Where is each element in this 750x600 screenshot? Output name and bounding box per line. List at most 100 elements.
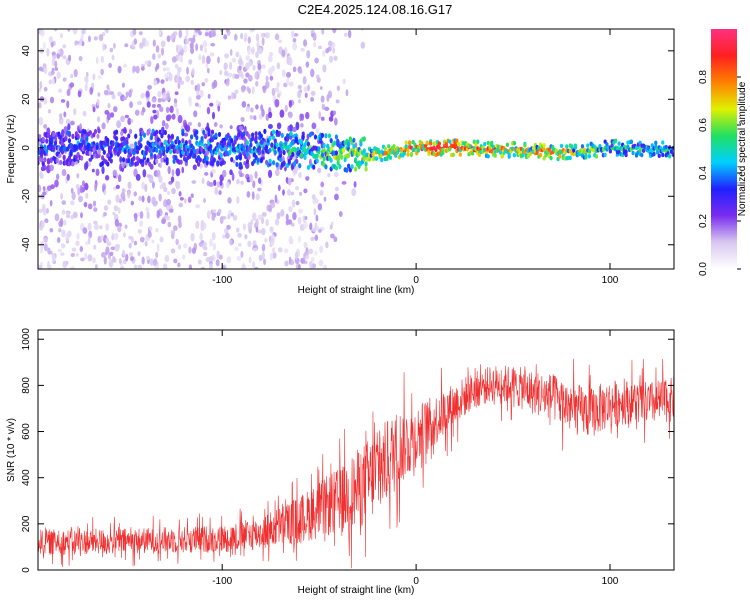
spectrogram-cell [320, 132, 325, 138]
spectrogram-cell [123, 128, 127, 134]
spectrogram-cell [42, 41, 46, 51]
spectrogram-y-label: Frequency (Hz) [6, 115, 17, 184]
spectrogram-cell [188, 264, 192, 269]
spectrogram-cell [252, 180, 256, 189]
spectrogram-cell [199, 232, 203, 242]
spectrogram-cell [85, 192, 89, 199]
spectrogram-cell [205, 160, 209, 166]
spectrogram-cell [301, 134, 305, 140]
spectrogram-cell [284, 104, 288, 113]
spectrogram-cell [392, 144, 396, 149]
spectrogram-cell [232, 159, 236, 164]
spectrogram-cell [181, 166, 185, 174]
spectrogram-cell [338, 164, 342, 170]
spectrogram-cell [129, 101, 133, 109]
spectrogram-y-tick-label: -40 [21, 237, 32, 252]
spectrogram-cell [175, 107, 179, 113]
spectrogram-cell [273, 149, 277, 155]
spectrogram-cell [308, 132, 312, 138]
spectrogram-cell [138, 195, 142, 202]
spectrogram-cell [285, 213, 289, 221]
spectrogram-cell [121, 249, 126, 257]
spectrogram-cell [448, 146, 452, 152]
spectrogram-cell [38, 117, 44, 126]
spectrogram-cell [255, 218, 259, 227]
spectrogram-cell [498, 150, 503, 155]
spectrogram-cell [38, 264, 43, 269]
spectrogram-cell [269, 24, 272, 28]
spectrogram-cell [568, 155, 572, 161]
spectrogram-cell [121, 188, 126, 193]
spectrogram-cell [347, 141, 351, 148]
spectrogram-cell [138, 31, 143, 36]
spectrogram-cell [158, 129, 162, 135]
spectrogram-cell [155, 227, 159, 233]
spectrogram-cell [60, 129, 65, 138]
spectrogram-cell [159, 162, 163, 169]
spectrogram-cell [312, 32, 317, 41]
spectrogram-cell [47, 264, 52, 269]
spectrogram-cell [107, 103, 111, 109]
spectrogram-cell [93, 244, 97, 250]
spectrogram-cell [231, 172, 235, 182]
spectrogram-cell [147, 230, 152, 238]
spectrogram-cell [98, 33, 104, 42]
spectrogram-cell [291, 126, 297, 133]
spectrogram-cell [164, 254, 170, 263]
spectrogram-cell [222, 234, 226, 239]
spectrogram-cell [333, 140, 337, 146]
spectrogram-cell [190, 193, 194, 198]
spectrogram-cell [246, 190, 251, 198]
spectrogram-cell [219, 69, 223, 75]
spectrogram-cell [157, 97, 162, 103]
spectrogram-cell [61, 200, 67, 205]
spectrogram-cell [235, 161, 239, 168]
spectrogram-cell [62, 77, 67, 82]
spectrogram-cell [322, 50, 326, 57]
spectrogram-cell [306, 164, 311, 171]
spectrogram-cell [130, 256, 134, 262]
spectrogram-cell [155, 45, 160, 53]
spectrogram-cell [204, 150, 210, 156]
spectrogram-cell [166, 215, 170, 221]
spectrogram-cell [53, 29, 58, 32]
spectrogram-cell [347, 29, 352, 39]
spectrogram-cell [329, 55, 334, 63]
spectrogram-cell [305, 61, 310, 68]
spectrogram-cell [288, 235, 293, 245]
spectrogram-cell [219, 29, 224, 33]
spectrogram-cell [109, 251, 114, 257]
spectrogram-cell [134, 215, 138, 222]
snr-panel: -100 0 100 0 200 400 600 800 1000 Height of str… [6, 328, 675, 596]
spectrogram-cell [197, 122, 201, 128]
spectrogram-y-tick-label: 40 [21, 45, 32, 57]
spectrogram-cell [54, 60, 58, 69]
spectrogram-cell [172, 225, 178, 231]
spectrogram-cell [80, 32, 84, 41]
spectrogram-cell [320, 116, 325, 121]
spectrogram-cell [608, 149, 613, 154]
spectrogram-cell [103, 205, 109, 211]
spectrogram-cell [114, 218, 119, 227]
spectrogram-cell [292, 37, 297, 43]
spectrogram-cell [56, 237, 61, 243]
spectrogram-cell [234, 73, 240, 79]
spectrogram-cell [261, 251, 265, 261]
spectrogram-cell [100, 234, 104, 241]
spectrogram-cell [118, 258, 122, 264]
spectrogram-cell [243, 78, 248, 84]
spectrogram-cell [113, 186, 117, 191]
spectrogram-cell [227, 197, 232, 204]
spectrogram-cell [634, 153, 639, 158]
spectrogram-cell [416, 148, 421, 153]
spectrogram-cell [66, 29, 71, 32]
spectrogram-cell [245, 162, 250, 169]
spectrogram-cell [237, 132, 241, 138]
spectrogram-cell [500, 153, 504, 158]
spectrogram-cell [127, 158, 131, 164]
spectrogram-cell [213, 79, 218, 88]
spectrogram-cell [40, 29, 45, 37]
spectrogram-cell [74, 144, 78, 150]
spectrogram-cell [39, 81, 43, 90]
spectrogram-cell [256, 157, 260, 163]
